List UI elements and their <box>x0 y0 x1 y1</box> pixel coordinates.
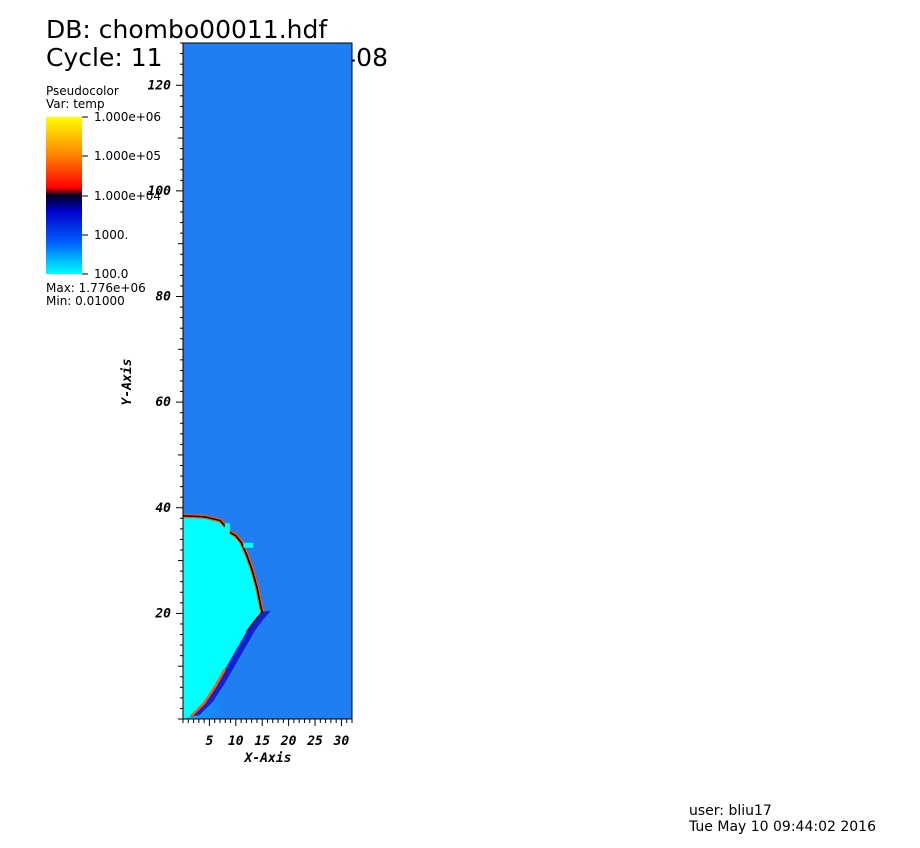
legend-colorbar <box>46 117 82 274</box>
legend-tick-label: 1.000e+06 <box>94 110 161 124</box>
y-tick-label: 40 <box>155 501 171 516</box>
cyan-patch <box>224 523 230 534</box>
x-tick-label: 5 <box>205 734 213 749</box>
legend-tick-label: 1000. <box>94 228 128 242</box>
y-tick-label: 80 <box>155 290 171 305</box>
x-tick-label: 25 <box>306 734 323 749</box>
footer-date: Tue May 10 09:44:02 2016 <box>689 819 876 835</box>
y-tick-label: 120 <box>148 78 172 93</box>
wake-dark-band <box>190 610 271 717</box>
cycle-label: Cycle: 11 <box>46 43 163 72</box>
cyan-patch <box>243 542 254 548</box>
legend-type: Pseudocolor <box>46 84 119 98</box>
legend-var: Var: temp <box>46 97 105 111</box>
y-tick-label: 100 <box>148 184 172 199</box>
legend-tick-label: 100.0 <box>94 267 128 281</box>
legend-max: Max: 1.776e+06 <box>46 281 146 295</box>
front-inner-line <box>182 514 264 633</box>
wake-hot-streak <box>190 668 227 718</box>
y-tick-label: 60 <box>155 395 171 410</box>
x-tick-label: 10 <box>228 734 244 749</box>
cold-region <box>183 515 263 719</box>
db-label: DB: chombo00011.hdf <box>46 15 328 44</box>
x-axis-title: X-Axis <box>244 751 292 766</box>
y-axis-title: Y-Axis <box>120 359 135 406</box>
x-tick-label: 20 <box>280 734 297 749</box>
footer-user: user: bliu17 <box>689 803 772 819</box>
legend-tick-label: 1.000e+04 <box>94 189 161 203</box>
y-tick-label: 20 <box>154 606 171 621</box>
x-tick-label: 30 <box>333 734 350 749</box>
legend-tick-label: 1.000e+05 <box>94 149 161 163</box>
legend-min: Min: 0.01000 <box>46 294 125 308</box>
x-tick-label: 15 <box>254 734 270 749</box>
